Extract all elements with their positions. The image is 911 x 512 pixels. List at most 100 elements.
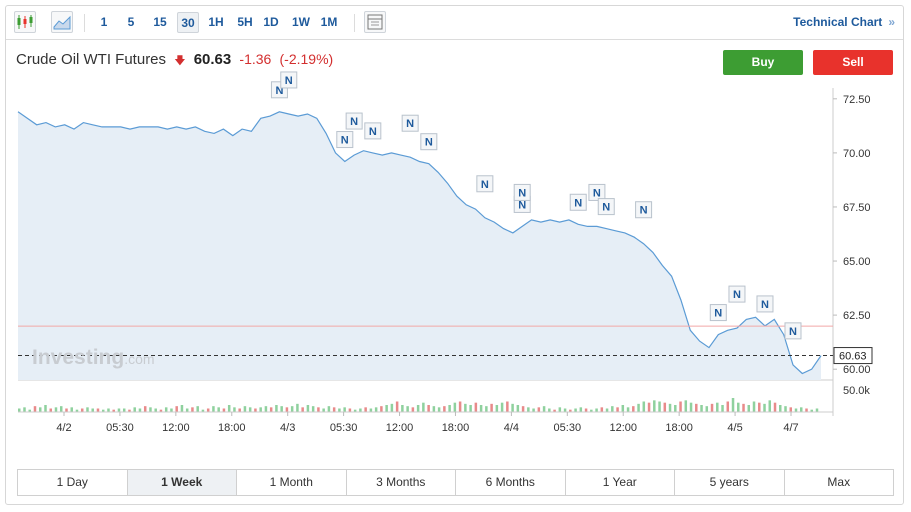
technical-chart-link[interactable]: Technical Chart » <box>793 15 895 29</box>
volume-bar <box>642 401 646 412</box>
news-marker-label: N <box>518 199 526 211</box>
x-tick-label: 12:00 <box>162 422 190 434</box>
volume-bar <box>401 405 404 412</box>
volume-bar <box>800 407 803 412</box>
volume-bar <box>495 405 499 412</box>
news-marker <box>756 295 774 313</box>
volume-bar <box>416 405 420 412</box>
volume-bar <box>49 408 52 412</box>
volume-bar <box>784 406 787 412</box>
volume-bar <box>374 407 378 412</box>
interval-1h[interactable]: 1H <box>208 15 224 29</box>
price-change-percent: (-2.19%) <box>279 51 334 67</box>
interval-1[interactable]: 1 <box>100 15 108 29</box>
period-1-week[interactable]: 1 Week <box>127 470 237 495</box>
interval-15[interactable]: 15 <box>153 15 167 29</box>
volume-bar <box>38 407 42 412</box>
interval-1d[interactable]: 1D <box>263 15 279 29</box>
volume-bar <box>815 408 819 412</box>
news-marker <box>635 201 653 219</box>
volume-bar <box>395 401 399 412</box>
volume-bar <box>569 409 572 412</box>
volume-bar <box>254 408 257 412</box>
indicators-icon[interactable] <box>364 11 386 33</box>
volume-bar <box>33 406 37 412</box>
volume-bar <box>317 407 320 412</box>
volume-bar <box>532 408 535 412</box>
period-6-months[interactable]: 6 Months <box>456 470 566 495</box>
volume-bar <box>212 406 215 412</box>
news-marker <box>345 112 363 130</box>
interval-30[interactable]: 30 <box>177 12 199 33</box>
volume-bar <box>107 408 110 412</box>
volume-bar <box>584 408 588 412</box>
x-tick-label: 05:30 <box>106 422 134 434</box>
volume-bar <box>527 407 530 412</box>
watermark-suffix: .com <box>124 351 154 367</box>
volume-bar <box>448 405 451 412</box>
volume-bar <box>170 408 173 412</box>
volume-bar <box>322 408 325 412</box>
price-area <box>18 111 821 381</box>
volume-bar <box>154 408 157 412</box>
volume-bar <box>180 405 184 412</box>
interval-5h[interactable]: 5H <box>237 15 253 29</box>
volume-bar <box>28 409 31 412</box>
volume-bar <box>290 406 294 412</box>
volume-bar <box>285 407 289 412</box>
x-tick-label: 4/2 <box>56 422 71 434</box>
buy-button[interactable]: Buy <box>723 50 803 75</box>
volume-bar <box>112 409 115 412</box>
news-marker <box>476 175 494 193</box>
volume-bar <box>385 405 388 412</box>
volume-bar <box>679 401 682 412</box>
volume-bar <box>716 402 719 412</box>
sell-button[interactable]: Sell <box>813 50 893 75</box>
period-3-months[interactable]: 3 Months <box>347 470 456 495</box>
price-change: -1.36 <box>239 51 272 67</box>
technical-chart-label: Technical Chart <box>793 15 883 29</box>
news-marker-label: N <box>406 118 414 130</box>
price-chart[interactable]: 72.5070.0067.5065.0062.5060.0060.63Inves… <box>6 6 903 461</box>
volume-bar <box>721 405 724 412</box>
volume-bar <box>369 408 373 412</box>
volume-bar <box>548 408 551 412</box>
news-marker <box>597 198 615 216</box>
news-marker <box>401 114 419 132</box>
interval-1w[interactable]: 1W <box>292 15 310 29</box>
last-price: 60.63 <box>193 51 232 68</box>
volume-bar <box>689 402 693 412</box>
volume-bar <box>149 407 152 412</box>
volume-bar <box>542 406 546 412</box>
interval-1m[interactable]: 1M <box>320 15 338 29</box>
volume-bar <box>390 403 394 412</box>
volume-bar <box>590 409 593 412</box>
news-marker-label: N <box>425 137 433 149</box>
volume-bar <box>647 402 651 412</box>
chart-widget: 1 5 15 30 1H 5H 1D 1W 1M Technical Chart» Crude … <box>5 5 904 505</box>
volume-bar <box>521 406 525 412</box>
area-chart-icon[interactable] <box>51 11 73 33</box>
volume-bar <box>563 408 567 412</box>
period-1-year[interactable]: 1 Year <box>566 470 675 495</box>
news-marker-label: N <box>341 135 349 147</box>
volume-bar <box>506 401 509 412</box>
candlestick-icon[interactable] <box>14 11 36 33</box>
period-5-years[interactable]: 5 years <box>675 470 785 495</box>
volume-bar <box>674 405 677 412</box>
period-1-day[interactable]: 1 Day <box>18 470 128 495</box>
volume-bar <box>479 405 483 412</box>
volume-bar <box>138 408 142 412</box>
volume-bar <box>275 405 278 412</box>
volume-bar <box>301 407 304 412</box>
y-tick-label: 67.50 <box>843 202 871 214</box>
volume-bar <box>196 406 199 412</box>
interval-5[interactable]: 5 <box>127 15 135 29</box>
quote-header: Crude Oil WTI Futures 🡇 60.63 -1.36 (-2.… <box>16 51 333 71</box>
period-1-month[interactable]: 1 Month <box>237 470 347 495</box>
volume-bar <box>327 406 331 412</box>
period-max[interactable]: Max <box>827 475 851 489</box>
news-marker-label: N <box>714 308 722 320</box>
x-tick-label: 18:00 <box>442 422 470 434</box>
volume-bar <box>101 409 105 412</box>
